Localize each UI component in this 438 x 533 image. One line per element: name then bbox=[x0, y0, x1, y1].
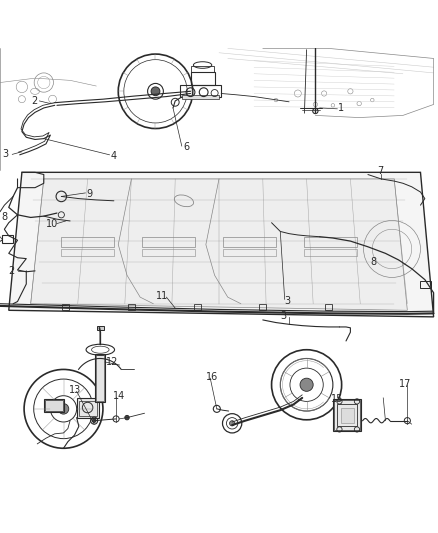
Bar bbox=[96, 355, 104, 401]
Text: 15: 15 bbox=[331, 394, 343, 404]
Text: 10: 10 bbox=[46, 220, 58, 229]
Text: 3: 3 bbox=[2, 149, 8, 159]
Text: 6: 6 bbox=[183, 142, 189, 152]
Text: 3: 3 bbox=[284, 296, 290, 305]
Bar bbox=[45, 400, 63, 411]
Bar bbox=[2, 235, 13, 243]
Circle shape bbox=[125, 415, 129, 420]
Text: 17: 17 bbox=[399, 379, 411, 389]
Text: 2: 2 bbox=[8, 266, 14, 276]
Text: 14: 14 bbox=[113, 391, 125, 401]
Text: 3: 3 bbox=[280, 311, 286, 320]
Bar bbox=[333, 399, 361, 431]
Bar bbox=[304, 237, 357, 247]
Bar bbox=[97, 326, 104, 330]
Bar bbox=[44, 399, 64, 412]
Text: 8: 8 bbox=[370, 257, 376, 267]
Bar bbox=[61, 237, 114, 247]
Bar bbox=[223, 249, 276, 256]
Circle shape bbox=[151, 87, 160, 96]
Bar bbox=[259, 304, 266, 310]
Bar bbox=[341, 408, 354, 423]
Circle shape bbox=[92, 419, 96, 423]
Text: 1: 1 bbox=[338, 103, 344, 113]
Bar bbox=[77, 398, 99, 418]
Bar bbox=[182, 95, 219, 99]
Bar bbox=[142, 237, 195, 247]
Polygon shape bbox=[9, 172, 434, 317]
Polygon shape bbox=[31, 179, 407, 310]
Bar bbox=[223, 237, 276, 247]
Bar bbox=[337, 405, 357, 426]
Bar bbox=[191, 66, 214, 71]
Bar bbox=[334, 400, 360, 430]
Bar bbox=[142, 249, 195, 256]
Circle shape bbox=[300, 378, 313, 391]
Circle shape bbox=[58, 403, 69, 414]
Bar bbox=[304, 249, 357, 256]
Bar bbox=[61, 249, 114, 256]
Bar bbox=[128, 304, 135, 310]
Text: 13: 13 bbox=[69, 385, 81, 395]
Bar bbox=[325, 304, 332, 310]
Text: 7: 7 bbox=[378, 166, 384, 176]
Bar bbox=[420, 280, 431, 288]
Text: 11: 11 bbox=[155, 291, 168, 301]
Text: 2: 2 bbox=[32, 96, 38, 106]
Text: 12: 12 bbox=[106, 357, 118, 367]
Bar bbox=[95, 354, 105, 402]
Text: 8: 8 bbox=[1, 213, 7, 222]
Bar bbox=[62, 304, 69, 310]
Bar bbox=[191, 71, 215, 85]
Text: 4: 4 bbox=[110, 151, 117, 161]
Text: 9: 9 bbox=[86, 189, 92, 199]
Bar bbox=[194, 304, 201, 310]
Circle shape bbox=[230, 421, 235, 426]
Text: 16: 16 bbox=[206, 372, 218, 382]
Bar bbox=[180, 85, 221, 97]
Bar bbox=[79, 401, 97, 416]
